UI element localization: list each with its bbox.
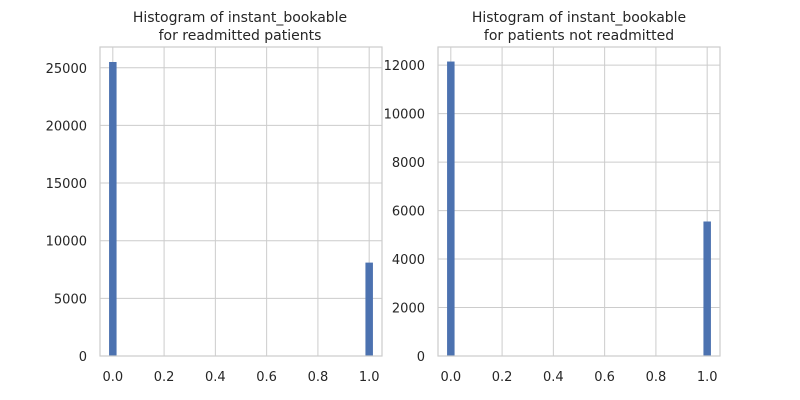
y-tick-label: 10000 bbox=[46, 235, 87, 250]
y-tick-label: 12000 bbox=[384, 59, 425, 74]
histogram-bar bbox=[109, 61, 117, 357]
y-tick-label: 6000 bbox=[392, 205, 425, 220]
y-tick-label: 10000 bbox=[384, 108, 425, 123]
x-tick-label: 0.8 bbox=[646, 370, 667, 385]
x-tick-label: 0.0 bbox=[102, 370, 123, 385]
x-tick-label: 0.2 bbox=[154, 370, 175, 385]
y-tick-label: 4000 bbox=[392, 253, 425, 268]
x-tick-label: 0.6 bbox=[594, 370, 615, 385]
x-tick-label: 0.4 bbox=[205, 370, 226, 385]
y-tick-label: 8000 bbox=[392, 156, 425, 171]
y-tick-label: 0 bbox=[79, 350, 87, 365]
x-tick-label: 0.2 bbox=[492, 370, 513, 385]
histogram-bar bbox=[703, 221, 711, 356]
chart-title-line2: for patients not readmitted bbox=[484, 28, 674, 44]
y-tick-label: 20000 bbox=[46, 119, 87, 134]
histogram-bar bbox=[365, 262, 373, 356]
x-tick-label: 0.8 bbox=[308, 370, 329, 385]
x-tick-label: 0.6 bbox=[256, 370, 277, 385]
plot-frame bbox=[437, 46, 721, 357]
x-tick-label: 1.0 bbox=[359, 370, 380, 385]
chart-title-line1: Histogram of instant_bookable bbox=[472, 10, 686, 26]
chart-title-line1: Histogram of instant_bookable bbox=[133, 10, 347, 26]
chart-title-line2: for readmitted patients bbox=[159, 28, 322, 44]
plot-frame bbox=[99, 46, 383, 357]
y-tick-label: 0 bbox=[417, 350, 425, 365]
x-tick-label: 0.4 bbox=[543, 370, 564, 385]
histogram-bar bbox=[447, 61, 455, 357]
y-tick-label: 25000 bbox=[46, 62, 87, 77]
y-tick-label: 5000 bbox=[54, 292, 87, 307]
chart-readmitted: Histogram of instant_bookable for readmi… bbox=[46, 10, 383, 385]
y-tick-label: 2000 bbox=[392, 302, 425, 317]
x-tick-label: 0.0 bbox=[440, 370, 461, 385]
x-tick-label: 1.0 bbox=[697, 370, 718, 385]
y-tick-label: 15000 bbox=[46, 177, 87, 192]
chart-not-readmitted: Histogram of instant_bookable for patien… bbox=[384, 10, 721, 385]
